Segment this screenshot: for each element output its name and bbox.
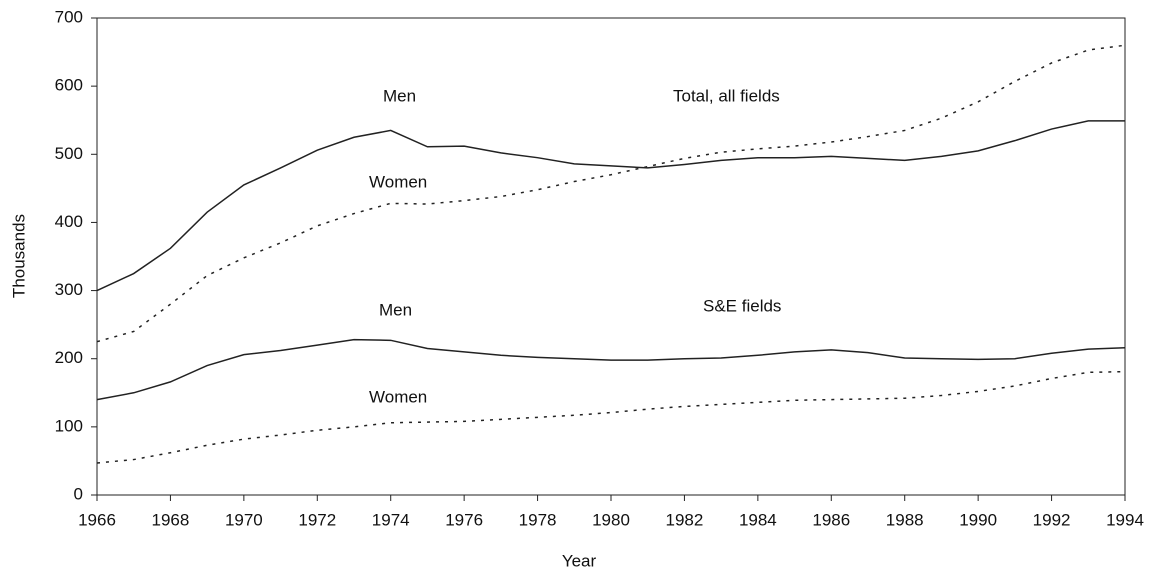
- y-tick-label: 200: [55, 348, 83, 367]
- annotation: Men: [379, 300, 412, 319]
- x-tick-label: 1988: [886, 510, 924, 529]
- x-tick-label: 1974: [372, 510, 410, 529]
- y-tick-label: 700: [55, 7, 83, 26]
- series-line: [96, 120, 1125, 292]
- x-tick-label: 1980: [592, 510, 630, 529]
- x-tick-label: 1972: [298, 510, 336, 529]
- x-tick-label: 1976: [445, 510, 483, 529]
- x-tick-label: 1968: [152, 510, 190, 529]
- x-tick-label: 1986: [812, 510, 850, 529]
- y-tick-label: 500: [55, 144, 83, 163]
- annotation: Women: [369, 172, 427, 191]
- x-tick-label: 1978: [519, 510, 557, 529]
- y-tick-label: 300: [55, 280, 83, 299]
- y-tick-label: 100: [55, 416, 83, 435]
- y-tick-label: 0: [74, 484, 83, 503]
- x-tick-label: 1984: [739, 510, 777, 529]
- x-tick-label: 1990: [959, 510, 997, 529]
- x-tick-label: 1994: [1106, 510, 1144, 529]
- y-axis-label: Thousands: [9, 214, 28, 298]
- plot-frame: [96, 17, 1126, 496]
- x-axis-label: Year: [562, 551, 597, 570]
- x-tick-label: 1966: [78, 510, 116, 529]
- series-line: [96, 370, 1126, 464]
- annotation: Men: [383, 86, 416, 105]
- x-tick-label: 1970: [225, 510, 263, 529]
- y-tick-label: 600: [55, 76, 83, 95]
- series-line: [96, 338, 1126, 401]
- y-tick-label: 400: [55, 212, 83, 231]
- series-line: [96, 44, 1126, 343]
- annotation: Women: [369, 387, 427, 406]
- annotation: S&E fields: [703, 296, 781, 315]
- x-tick-label: 1992: [1033, 510, 1071, 529]
- x-tick-label: 1982: [666, 510, 704, 529]
- annotation: Total, all fields: [673, 86, 780, 105]
